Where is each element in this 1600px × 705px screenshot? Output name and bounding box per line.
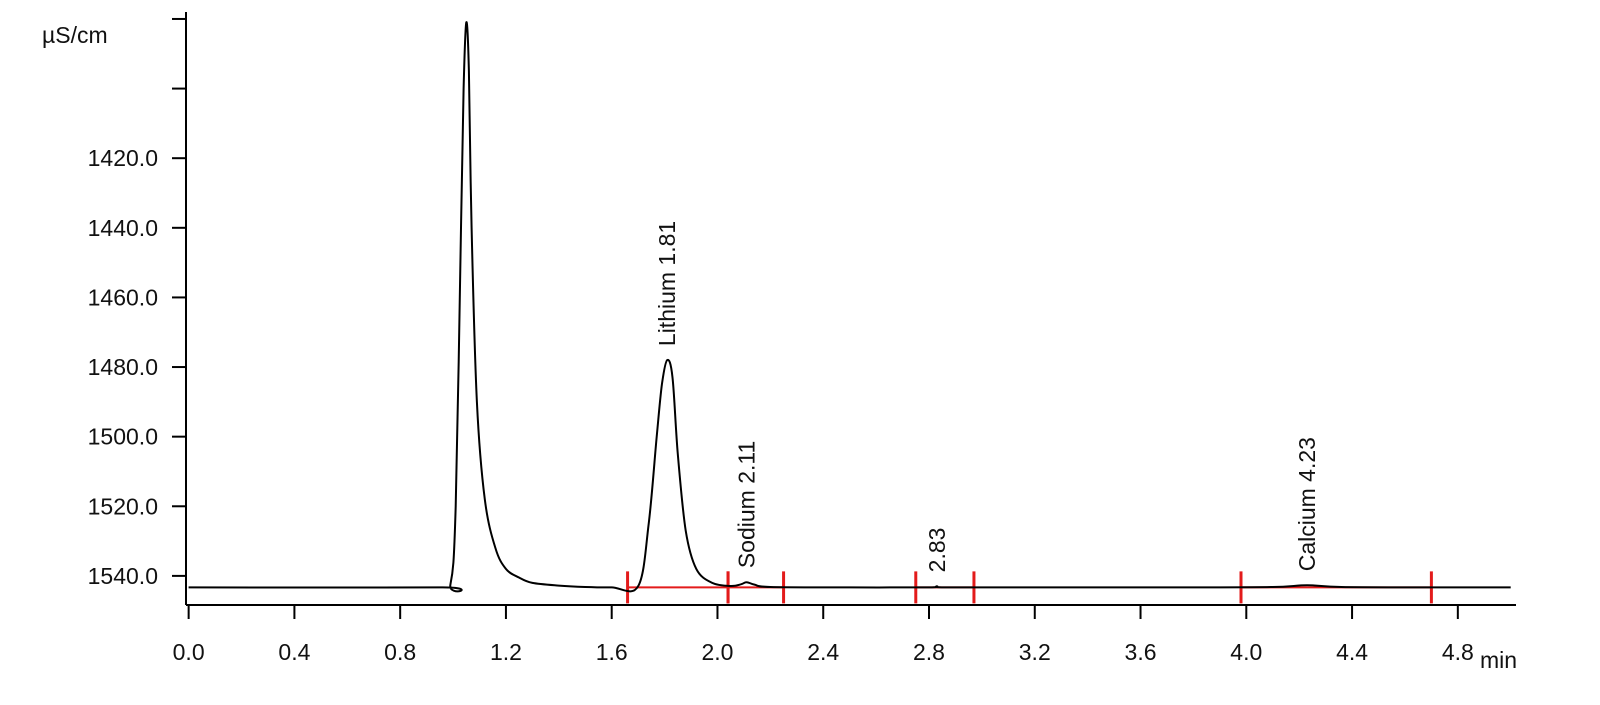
- y-tick-label: 1460.0: [88, 284, 158, 310]
- y-tick-label: 1420.0: [88, 145, 158, 171]
- x-axis-ticks: 0.0 0.4 0.8 1.2 1.6 2.0 2.4 2.8 3.2 3.6 4.0 4.4 4.8: [173, 605, 1474, 665]
- x-tick-label: 2.0: [701, 639, 733, 665]
- y-axis-unit-label: µS/cm: [42, 22, 108, 48]
- y-axis-ticks: 1420.0 1440.0 1460.0 1480.0 1500.0 1520.0 1540…: [88, 17, 186, 589]
- peak-labels: Lithium 1.81 Sodium 2.11 2.83 Calcium 4.23: [654, 221, 1320, 573]
- x-axis-unit-label: min: [1480, 647, 1517, 673]
- x-tick-label: 2.8: [913, 639, 945, 665]
- x-tick-label: 4.4: [1336, 639, 1368, 665]
- y-tick-label: 1520.0: [88, 493, 158, 519]
- signal-trace: [188, 21, 1511, 593]
- x-tick-label: 3.6: [1125, 639, 1157, 665]
- y-tick-label: 1500.0: [88, 424, 158, 450]
- peak-label: Lithium 1.81: [654, 221, 680, 346]
- x-tick-label: 2.4: [807, 639, 839, 665]
- peak-label: 2.83: [924, 528, 950, 573]
- y-tick-label: 1540.0: [88, 563, 158, 589]
- x-tick-label: 0.0: [173, 639, 205, 665]
- peak-label: Sodium 2.11: [734, 441, 760, 568]
- x-tick-label: 4.8: [1442, 639, 1474, 665]
- signal-series: [188, 21, 1511, 593]
- peak-label: Calcium 4.23: [1294, 437, 1320, 571]
- x-tick-label: 1.2: [490, 639, 522, 665]
- x-tick-label: 0.8: [384, 639, 416, 665]
- y-tick-label: 1480.0: [88, 354, 158, 380]
- x-tick-label: 0.4: [278, 639, 310, 665]
- y-tick-label: 1440.0: [88, 215, 158, 241]
- x-tick-label: 4.0: [1230, 639, 1262, 665]
- x-tick-label: 3.2: [1019, 639, 1051, 665]
- x-tick-label: 1.6: [596, 639, 628, 665]
